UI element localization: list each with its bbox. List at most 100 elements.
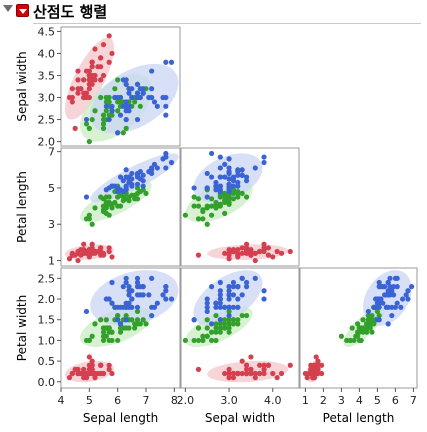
data-point-virginica bbox=[376, 317, 382, 323]
data-point-virginica bbox=[151, 161, 158, 167]
data-point-versicolor bbox=[106, 329, 112, 335]
data-point-virginica bbox=[163, 94, 169, 101]
data-point-versicolor bbox=[230, 190, 237, 196]
data-point-versicolor bbox=[120, 130, 126, 136]
data-point-versicolor bbox=[213, 337, 219, 344]
data-point-setosa bbox=[243, 362, 250, 368]
data-point-virginica bbox=[117, 112, 124, 118]
data-point-virginica bbox=[217, 174, 223, 180]
data-point-versicolor bbox=[338, 333, 344, 339]
data-point-setosa bbox=[257, 248, 263, 255]
data-point-versicolor bbox=[129, 317, 135, 323]
data-point-virginica bbox=[235, 172, 241, 178]
data-point-virginica bbox=[235, 169, 241, 175]
y-tick-label: 1.0 bbox=[38, 334, 56, 347]
data-point-virginica bbox=[230, 284, 237, 290]
data-point-virginica bbox=[213, 179, 219, 186]
data-point-setosa bbox=[239, 358, 245, 364]
data-point-virginica bbox=[230, 279, 237, 286]
data-point-versicolor bbox=[230, 317, 237, 323]
data-point-versicolor bbox=[217, 329, 223, 335]
data-point-versicolor bbox=[123, 312, 129, 319]
data-point-versicolor bbox=[195, 325, 202, 331]
data-point-setosa bbox=[257, 362, 263, 368]
data-point-setosa bbox=[75, 68, 81, 74]
data-point-virginica bbox=[394, 284, 400, 290]
y-tick-label: 7 bbox=[48, 146, 55, 159]
data-point-virginica bbox=[243, 279, 250, 286]
data-point-versicolor bbox=[364, 329, 370, 335]
data-point-versicolor bbox=[222, 190, 228, 196]
data-point-versicolor bbox=[103, 108, 109, 114]
data-point-setosa bbox=[287, 248, 293, 255]
data-point-virginica bbox=[405, 288, 411, 294]
x-tick-label: 7 bbox=[143, 394, 150, 407]
x-tick-label: 4 bbox=[356, 394, 363, 407]
data-point-versicolor bbox=[100, 333, 107, 339]
data-point-virginica bbox=[394, 275, 400, 281]
data-point-setosa bbox=[313, 354, 319, 360]
data-point-setosa bbox=[100, 252, 107, 258]
data-point-setosa bbox=[86, 81, 92, 87]
data-point-setosa bbox=[302, 370, 308, 377]
data-point-versicolor bbox=[132, 321, 138, 327]
x-tick-label: 4 bbox=[58, 394, 65, 407]
data-point-versicolor bbox=[365, 317, 371, 323]
data-point-virginica bbox=[394, 300, 400, 306]
y-tick-label: 3.0 bbox=[38, 92, 56, 105]
data-point-versicolor bbox=[103, 317, 109, 323]
data-point-setosa bbox=[89, 362, 95, 368]
red-popup-menu-icon[interactable] bbox=[16, 4, 29, 17]
data-point-virginica bbox=[126, 86, 132, 92]
data-point-setosa bbox=[100, 370, 107, 377]
cell-petal-width-vs-sepal-length bbox=[65, 270, 179, 383]
data-point-setosa bbox=[274, 375, 280, 381]
data-point-virginica bbox=[123, 300, 129, 306]
data-point-virginica bbox=[140, 172, 146, 178]
data-point-setosa bbox=[261, 241, 267, 247]
data-point-virginica bbox=[115, 188, 121, 195]
data-point-versicolor bbox=[134, 308, 141, 315]
data-point-virginica bbox=[400, 296, 406, 302]
data-point-versicolor bbox=[217, 194, 223, 200]
data-point-setosa bbox=[69, 252, 75, 258]
data-point-virginica bbox=[261, 296, 267, 302]
data-point-setosa bbox=[92, 375, 98, 381]
data-point-virginica bbox=[226, 156, 232, 162]
cell-petal-length-vs-sepal-length bbox=[65, 150, 179, 264]
cell-frame bbox=[60, 267, 181, 389]
data-point-versicolor bbox=[344, 337, 350, 344]
data-point-setosa bbox=[315, 358, 321, 364]
data-point-virginica bbox=[252, 275, 258, 281]
data-point-virginica bbox=[385, 288, 391, 294]
data-point-virginica bbox=[222, 304, 228, 310]
data-point-virginica bbox=[226, 284, 232, 290]
cell-frame bbox=[60, 147, 181, 267]
data-point-versicolor bbox=[137, 321, 143, 327]
data-point-virginica bbox=[226, 165, 232, 171]
data-point-virginica bbox=[380, 300, 386, 306]
data-point-setosa bbox=[95, 370, 101, 377]
disclosure-triangle-icon[interactable] bbox=[3, 5, 13, 12]
data-point-virginica bbox=[204, 185, 210, 191]
data-point-setosa bbox=[69, 86, 75, 92]
data-point-virginica bbox=[103, 103, 109, 109]
x-tick-label: 2 bbox=[320, 394, 327, 407]
data-point-setosa bbox=[226, 370, 232, 377]
data-point-virginica bbox=[213, 300, 219, 306]
data-point-virginica bbox=[140, 292, 146, 298]
data-point-setosa bbox=[69, 99, 75, 105]
data-point-virginica bbox=[382, 284, 388, 290]
data-point-versicolor bbox=[89, 333, 95, 339]
data-point-virginica bbox=[217, 296, 223, 302]
data-point-versicolor bbox=[369, 317, 375, 323]
data-point-setosa bbox=[239, 370, 245, 377]
cell-frame bbox=[60, 26, 181, 147]
data-point-setosa bbox=[248, 370, 254, 377]
data-point-versicolor bbox=[86, 138, 92, 145]
data-point-virginica bbox=[151, 99, 158, 105]
data-point-virginica bbox=[392, 304, 398, 310]
data-point-setosa bbox=[252, 257, 258, 264]
data-point-versicolor bbox=[200, 337, 206, 344]
data-point-virginica bbox=[213, 304, 219, 310]
